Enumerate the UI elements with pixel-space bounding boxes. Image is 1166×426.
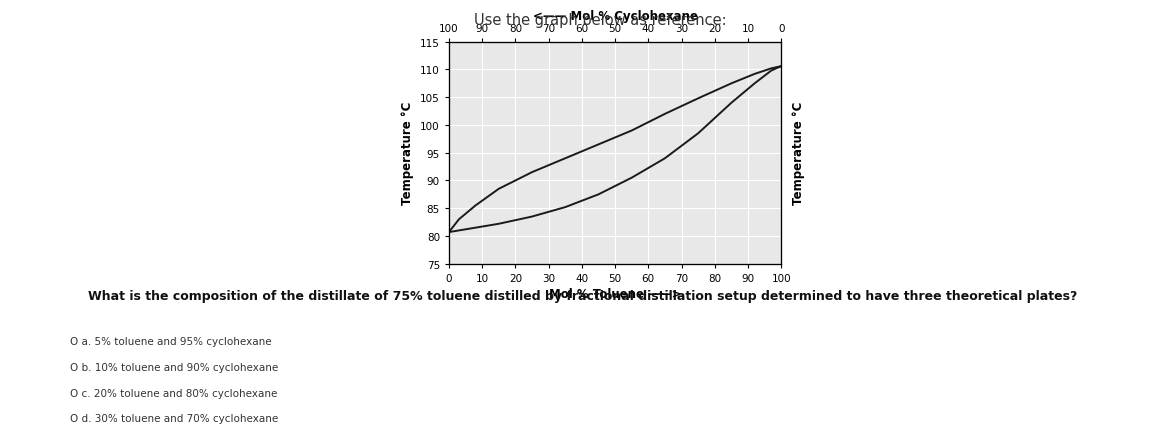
Y-axis label: Temperature °C: Temperature °C	[792, 102, 805, 205]
Text: O b. 10% toluene and 90% cyclohexane: O b. 10% toluene and 90% cyclohexane	[70, 362, 279, 372]
X-axis label: <—— Mol % Cyclohexane: <—— Mol % Cyclohexane	[533, 9, 697, 23]
Text: O a. 5% toluene and 95% cyclohexane: O a. 5% toluene and 95% cyclohexane	[70, 337, 272, 346]
Text: Use the graph below as reference:: Use the graph below as reference:	[475, 13, 726, 28]
Text: O c. 20% toluene and 80% cyclohexane: O c. 20% toluene and 80% cyclohexane	[70, 388, 278, 397]
X-axis label: Mol % Toluene ——>: Mol % Toluene ——>	[549, 287, 681, 300]
Text: What is the composition of the distillate of 75% toluene distilled by fractional: What is the composition of the distillat…	[89, 290, 1077, 302]
Text: O d. 30% toluene and 70% cyclohexane: O d. 30% toluene and 70% cyclohexane	[70, 413, 279, 423]
Y-axis label: Temperature °C: Temperature °C	[401, 102, 414, 205]
